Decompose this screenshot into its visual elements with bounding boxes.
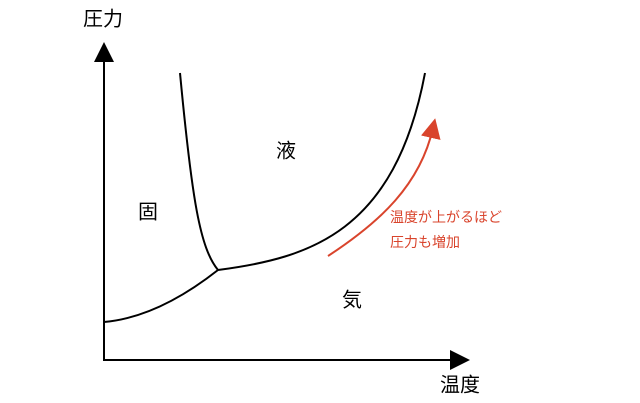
trend-arrow — [327, 118, 441, 257]
annotation-line: 温度が上がるほど — [390, 210, 502, 226]
sublimation-curve — [103, 269, 219, 323]
annotation-line: 圧力も増加 — [390, 235, 460, 251]
x-axis-label: 温度 — [440, 373, 480, 397]
vaporization-curve — [217, 72, 426, 271]
gas-label: 気 — [342, 288, 362, 312]
y-axis-label: 圧力 — [83, 7, 123, 31]
solid-label: 固 — [138, 200, 158, 224]
melting-curve — [179, 72, 219, 271]
liquid-label: 液 — [276, 139, 296, 163]
